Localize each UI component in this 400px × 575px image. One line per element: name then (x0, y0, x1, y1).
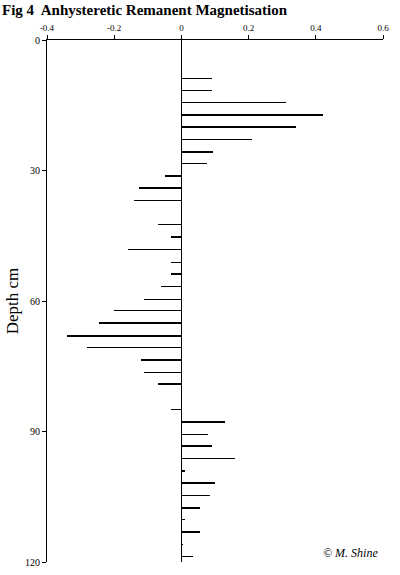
svg-text:0.2: 0.2 (243, 23, 254, 33)
svg-text:© M. Shine: © M. Shine (323, 546, 378, 560)
svg-text:30: 30 (30, 165, 40, 176)
svg-text:60: 60 (30, 296, 40, 307)
svg-text:0: 0 (35, 35, 40, 46)
svg-text:120: 120 (25, 557, 40, 568)
svg-text:Fig 4 Anhysteretic Remanent M: Fig 4 Anhysteretic Remanent Magnetisatio… (2, 2, 288, 18)
svg-text:0: 0 (179, 23, 184, 33)
svg-text:90: 90 (30, 426, 40, 437)
svg-text:0.6: 0.6 (377, 23, 389, 33)
svg-text:Depth cm: Depth cm (3, 268, 22, 335)
svg-text:0.4: 0.4 (310, 23, 322, 33)
svg-text:-0.4: -0.4 (40, 23, 55, 33)
svg-text:-0.2: -0.2 (107, 23, 121, 33)
